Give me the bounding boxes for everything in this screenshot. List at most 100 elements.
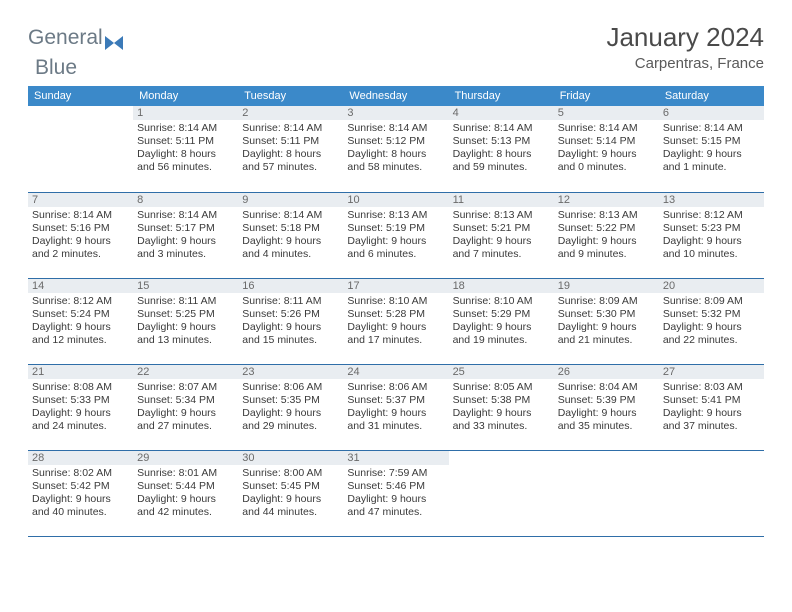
daylight-line: Daylight: 9 hours and 44 minutes. <box>242 493 339 519</box>
sunset-line: Sunset: 5:35 PM <box>242 394 339 407</box>
day-cell: 21Sunrise: 8:08 AMSunset: 5:33 PMDayligh… <box>28 364 133 450</box>
sunrise-line: Sunrise: 8:01 AM <box>137 467 234 480</box>
daylight-line: Daylight: 9 hours and 12 minutes. <box>32 321 129 347</box>
sunrise-line: Sunrise: 8:13 AM <box>347 209 444 222</box>
sunset-line: Sunset: 5:13 PM <box>453 135 550 148</box>
day-number: 18 <box>449 279 554 293</box>
day-number: 5 <box>554 106 659 120</box>
day-cell: 24Sunrise: 8:06 AMSunset: 5:37 PMDayligh… <box>343 364 448 450</box>
day-cell: 17Sunrise: 8:10 AMSunset: 5:28 PMDayligh… <box>343 278 448 364</box>
sunset-line: Sunset: 5:37 PM <box>347 394 444 407</box>
daylight-line: Daylight: 9 hours and 15 minutes. <box>242 321 339 347</box>
sunrise-line: Sunrise: 8:10 AM <box>347 295 444 308</box>
day-number: 6 <box>659 106 764 120</box>
sunset-line: Sunset: 5:16 PM <box>32 222 129 235</box>
day-number: 31 <box>343 451 448 465</box>
daylight-line: Daylight: 9 hours and 27 minutes. <box>137 407 234 433</box>
sunset-line: Sunset: 5:23 PM <box>663 222 760 235</box>
sunset-line: Sunset: 5:11 PM <box>242 135 339 148</box>
sunrise-line: Sunrise: 8:09 AM <box>663 295 760 308</box>
daylight-line: Daylight: 9 hours and 37 minutes. <box>663 407 760 433</box>
day-cell: 6Sunrise: 8:14 AMSunset: 5:15 PMDaylight… <box>659 106 764 192</box>
sunset-line: Sunset: 5:12 PM <box>347 135 444 148</box>
daylight-line: Daylight: 8 hours and 59 minutes. <box>453 148 550 174</box>
weekday-header: Friday <box>554 86 659 106</box>
weekday-header: Wednesday <box>343 86 448 106</box>
sunset-line: Sunset: 5:15 PM <box>663 135 760 148</box>
day-cell: 9Sunrise: 8:14 AMSunset: 5:18 PMDaylight… <box>238 192 343 278</box>
day-cell: 4Sunrise: 8:14 AMSunset: 5:13 PMDaylight… <box>449 106 554 192</box>
day-number: 25 <box>449 365 554 379</box>
sunrise-line: Sunrise: 8:13 AM <box>558 209 655 222</box>
daylight-line: Daylight: 9 hours and 33 minutes. <box>453 407 550 433</box>
sunrise-line: Sunrise: 8:03 AM <box>663 381 760 394</box>
day-number: 4 <box>449 106 554 120</box>
sunset-line: Sunset: 5:28 PM <box>347 308 444 321</box>
day-number: 17 <box>343 279 448 293</box>
day-number: 2 <box>238 106 343 120</box>
day-number: 24 <box>343 365 448 379</box>
weekday-header: Saturday <box>659 86 764 106</box>
daylight-line: Daylight: 9 hours and 47 minutes. <box>347 493 444 519</box>
day-cell: 8Sunrise: 8:14 AMSunset: 5:17 PMDaylight… <box>133 192 238 278</box>
empty-cell <box>659 450 764 536</box>
sunset-line: Sunset: 5:18 PM <box>242 222 339 235</box>
sunrise-line: Sunrise: 8:12 AM <box>663 209 760 222</box>
day-cell: 15Sunrise: 8:11 AMSunset: 5:25 PMDayligh… <box>133 278 238 364</box>
sunrise-line: Sunrise: 8:06 AM <box>347 381 444 394</box>
daylight-line: Daylight: 9 hours and 21 minutes. <box>558 321 655 347</box>
day-number: 11 <box>449 193 554 207</box>
sunset-line: Sunset: 5:17 PM <box>137 222 234 235</box>
location: Carpentras, France <box>606 55 764 72</box>
sunset-line: Sunset: 5:14 PM <box>558 135 655 148</box>
day-number: 27 <box>659 365 764 379</box>
weekday-header: Monday <box>133 86 238 106</box>
day-number: 28 <box>28 451 133 465</box>
sunrise-line: Sunrise: 8:14 AM <box>137 209 234 222</box>
day-number: 13 <box>659 193 764 207</box>
daylight-line: Daylight: 9 hours and 40 minutes. <box>32 493 129 519</box>
sunset-line: Sunset: 5:33 PM <box>32 394 129 407</box>
sunrise-line: Sunrise: 8:14 AM <box>137 122 234 135</box>
sunset-line: Sunset: 5:44 PM <box>137 480 234 493</box>
day-cell: 7Sunrise: 8:14 AMSunset: 5:16 PMDaylight… <box>28 192 133 278</box>
day-cell: 2 Sunrise: 8:14 AMSunset: 5:11 PMDaylight… <box>238 106 343 192</box>
calendar-header-row: SundayMondayTuesdayWednesdayThursdayFrid… <box>28 86 764 106</box>
daylight-line: Daylight: 9 hours and 10 minutes. <box>663 235 760 261</box>
daylight-line: Daylight: 8 hours and 58 minutes. <box>347 148 444 174</box>
day-cell: 13 Sunrise: 8:12 AMSunset: 5:23 PMDayligh… <box>659 192 764 278</box>
day-number: 9 <box>238 193 343 207</box>
day-cell: 5Sunrise: 8:14 AMSunset: 5:14 PMDaylight… <box>554 106 659 192</box>
day-cell: 16Sunrise: 8:11 AMSunset: 5:26 PMDayligh… <box>238 278 343 364</box>
sunrise-line: Sunrise: 8:14 AM <box>242 122 339 135</box>
day-cell: 25Sunrise: 8:05 AMSunset: 5:38 PMDayligh… <box>449 364 554 450</box>
calendar-table: SundayMondayTuesdayWednesdayThursdayFrid… <box>28 86 764 537</box>
sunrise-line: Sunrise: 8:00 AM <box>242 467 339 480</box>
sunset-line: Sunset: 5:45 PM <box>242 480 339 493</box>
sunset-line: Sunset: 5:38 PM <box>453 394 550 407</box>
day-cell: 27Sunrise: 8:03 AMSunset: 5:41 PMDayligh… <box>659 364 764 450</box>
daylight-line: Daylight: 9 hours and 7 minutes. <box>453 235 550 261</box>
day-cell: 26Sunrise: 8:04 AMSunset: 5:39 PMDayligh… <box>554 364 659 450</box>
sunrise-line: Sunrise: 8:14 AM <box>663 122 760 135</box>
sunset-line: Sunset: 5:11 PM <box>137 135 234 148</box>
sunrise-line: Sunrise: 8:13 AM <box>453 209 550 222</box>
sunrise-line: Sunrise: 7:59 AM <box>347 467 444 480</box>
day-cell: 11Sunrise: 8:13 AMSunset: 5:21 PMDayligh… <box>449 192 554 278</box>
day-number: 3 <box>343 106 448 120</box>
sunrise-line: Sunrise: 8:12 AM <box>32 295 129 308</box>
daylight-line: Daylight: 9 hours and 42 minutes. <box>137 493 234 519</box>
day-number: 29 <box>133 451 238 465</box>
daylight-line: Daylight: 9 hours and 19 minutes. <box>453 321 550 347</box>
day-number: 19 <box>554 279 659 293</box>
day-cell: 30Sunrise: 8:00 AMSunset: 5:45 PMDayligh… <box>238 450 343 536</box>
day-cell: 22Sunrise: 8:07 AMSunset: 5:34 PMDayligh… <box>133 364 238 450</box>
daylight-line: Daylight: 9 hours and 6 minutes. <box>347 235 444 261</box>
day-cell: 28Sunrise: 8:02 AMSunset: 5:42 PMDayligh… <box>28 450 133 536</box>
sunset-line: Sunset: 5:26 PM <box>242 308 339 321</box>
logo-word-1: General <box>28 26 103 50</box>
weekday-header: Sunday <box>28 86 133 106</box>
daylight-line: Daylight: 8 hours and 57 minutes. <box>242 148 339 174</box>
day-number: 1 <box>133 106 238 120</box>
day-number: 23 <box>238 365 343 379</box>
